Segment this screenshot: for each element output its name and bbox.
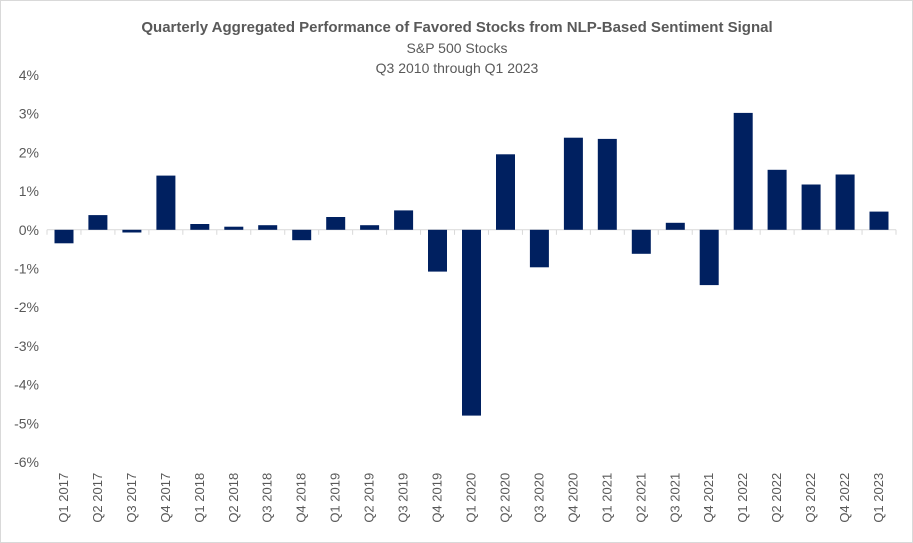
x-tick-label: Q4 2018	[294, 473, 309, 523]
y-tick-label: -6%	[14, 454, 39, 470]
x-tick-label: Q4 2019	[430, 473, 445, 523]
x-tick-label: Q2 2022	[769, 473, 784, 523]
bar-q4-2022	[835, 174, 855, 230]
x-tick-label: Q3 2020	[531, 473, 546, 523]
x-tick-label: Q1 2017	[56, 473, 71, 523]
x-tick-label: Q4 2021	[701, 473, 716, 523]
bar-q4-2017	[156, 175, 176, 230]
x-tick-label: Q4 2017	[158, 473, 173, 523]
y-tick-label: -5%	[14, 415, 39, 431]
bar-q4-2018	[292, 229, 312, 241]
bar-q1-2019	[326, 217, 346, 230]
x-tick-label: Q4 2020	[565, 473, 580, 523]
chart-subtitle-line-2: Q3 2010 through Q1 2023	[376, 60, 539, 76]
y-axis: 4% 3% 2% 1% 0% -1% -2% -3% -4% -5% -6%	[14, 67, 39, 470]
bar-q2-2018	[224, 226, 244, 230]
x-axis: Q1 2017 Q2 2017 Q3 2017 Q4 2017 Q1 2018 Q2 20…	[46, 229, 897, 523]
y-tick-label: 2%	[19, 144, 39, 160]
x-tick-label: Q3 2018	[260, 473, 275, 523]
bar-q4-2020	[563, 137, 583, 230]
bar-q2-2019	[360, 225, 380, 230]
x-tick-label: Q2 2017	[90, 473, 105, 523]
bar-q1-2021	[597, 138, 617, 230]
bar-q3-2022	[801, 184, 821, 230]
x-tick-label: Q3 2022	[803, 473, 818, 523]
y-tick-label: 0%	[19, 222, 39, 238]
bar-q1-2018	[190, 224, 210, 230]
bars	[54, 112, 889, 416]
bar-q1-2023	[869, 211, 889, 230]
bar-q2-2020	[496, 154, 515, 230]
x-tick-label: Q1 2019	[328, 473, 343, 523]
bar-q1-2017	[54, 229, 74, 244]
bar-q3-2017	[122, 229, 142, 233]
bar-q4-2019	[428, 229, 447, 272]
x-tick-label: Q2 2018	[226, 473, 241, 523]
bar-q2-2017	[88, 215, 108, 230]
bar-q3-2021	[665, 222, 685, 230]
y-tick-label: -4%	[14, 377, 39, 393]
bar-q3-2019	[394, 210, 414, 230]
x-tick-label: Q2 2019	[362, 473, 377, 523]
x-tick-label: Q3 2017	[124, 473, 139, 523]
bar-q1-2020	[462, 229, 481, 416]
y-tick-label: 1%	[19, 183, 39, 199]
bar-q2-2022	[767, 169, 787, 230]
y-tick-label: -3%	[14, 338, 39, 354]
x-tick-label: Q1 2021	[599, 473, 614, 523]
bar-q3-2020	[529, 229, 549, 268]
bar-q3-2018	[258, 225, 278, 230]
x-tick-label: Q2 2020	[498, 473, 513, 523]
x-tick-label: Q3 2019	[396, 473, 411, 523]
x-tick-label: Q1 2020	[464, 473, 479, 523]
y-tick-label: 3%	[19, 106, 39, 122]
x-tick-label: Q3 2021	[667, 473, 682, 523]
bar-q2-2021	[631, 229, 651, 254]
y-tick-label: -1%	[14, 261, 39, 277]
bar-q1-2022	[733, 112, 753, 230]
y-tick-label: -2%	[14, 299, 39, 315]
chart-title: Quarterly Aggregated Performance of Favo…	[141, 19, 772, 36]
chart-subtitle-line-1: S&P 500 Stocks	[407, 40, 508, 56]
x-tick-label: Q1 2023	[871, 473, 886, 523]
y-tick-label: 4%	[19, 67, 39, 83]
bar-q4-2021	[699, 229, 719, 286]
x-tick-label: Q2 2021	[633, 473, 648, 523]
x-tick-label: Q4 2022	[837, 473, 852, 523]
x-tick-label: Q1 2018	[192, 473, 207, 523]
x-tick-label: Q1 2022	[735, 473, 750, 523]
